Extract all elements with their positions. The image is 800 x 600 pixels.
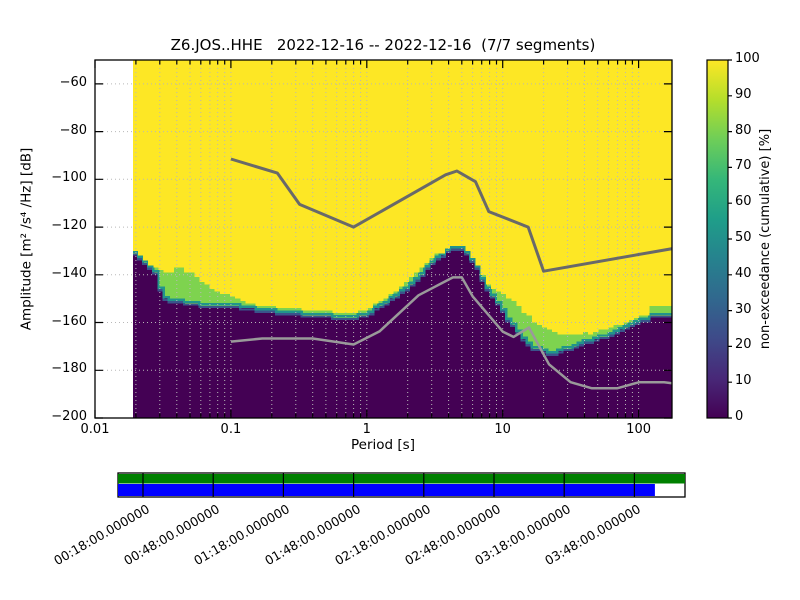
colorbar-label: non-exceedance (cumulative) [%] — [757, 128, 773, 350]
colorbar-gradient — [706, 59, 729, 419]
y-tick-label: −60 — [59, 74, 87, 90]
high-noise-model-line — [230, 157, 672, 273]
x-axis-label: Period [s] — [351, 437, 415, 453]
colorbar-tick-label: 10 — [735, 373, 752, 389]
low-noise-model-line — [230, 276, 672, 390]
plot-border — [94, 59, 673, 419]
colorbar-tick-label: 90 — [735, 86, 752, 102]
x-tick-label: 100 — [626, 422, 652, 437]
y-tick-label: −200 — [51, 409, 87, 424]
y-tick-label: −120 — [51, 218, 87, 234]
colorbar-tick-label: 20 — [735, 337, 752, 353]
y-tick-label: −100 — [51, 170, 87, 186]
y-tick-label: −80 — [59, 122, 87, 138]
y-tick-label: −140 — [51, 265, 87, 281]
colorbar-tick-label: 40 — [735, 265, 752, 281]
colorbar-tick-label: 80 — [735, 122, 752, 138]
histogram-yellow-region — [132, 60, 672, 335]
y-tick-label: −160 — [51, 313, 87, 329]
histogram-dark-region — [132, 248, 672, 418]
plot-gridlines — [95, 60, 672, 418]
histogram-transition-region — [132, 246, 672, 354]
x-tick-label: 1 — [362, 422, 371, 437]
availability-ticks — [142, 473, 635, 497]
colorbar-tick-label: 50 — [735, 230, 752, 245]
y-tick-label: −180 — [51, 361, 87, 377]
colorbar-tick-label: 100 — [735, 51, 760, 66]
axis-ticks — [94, 60, 672, 419]
colorbar-ticks — [728, 59, 732, 419]
x-tick-label: 0.1 — [220, 422, 242, 437]
availability-blue-bar — [118, 484, 655, 496]
x-tick-label: 10 — [494, 422, 511, 437]
x-tick-label: 0.01 — [80, 422, 110, 437]
colorbar-tick-label: 60 — [735, 194, 752, 210]
colorbar-tick-label: 0 — [735, 409, 744, 424]
colorbar-tick-label: 70 — [735, 158, 752, 174]
availability-green-bar — [118, 474, 685, 484]
plot-title: Z6.JOS..HHE 2022-12-16 -- 2022-12-16 (7/… — [170, 36, 596, 54]
colorbar-tick-label: 30 — [735, 301, 752, 317]
